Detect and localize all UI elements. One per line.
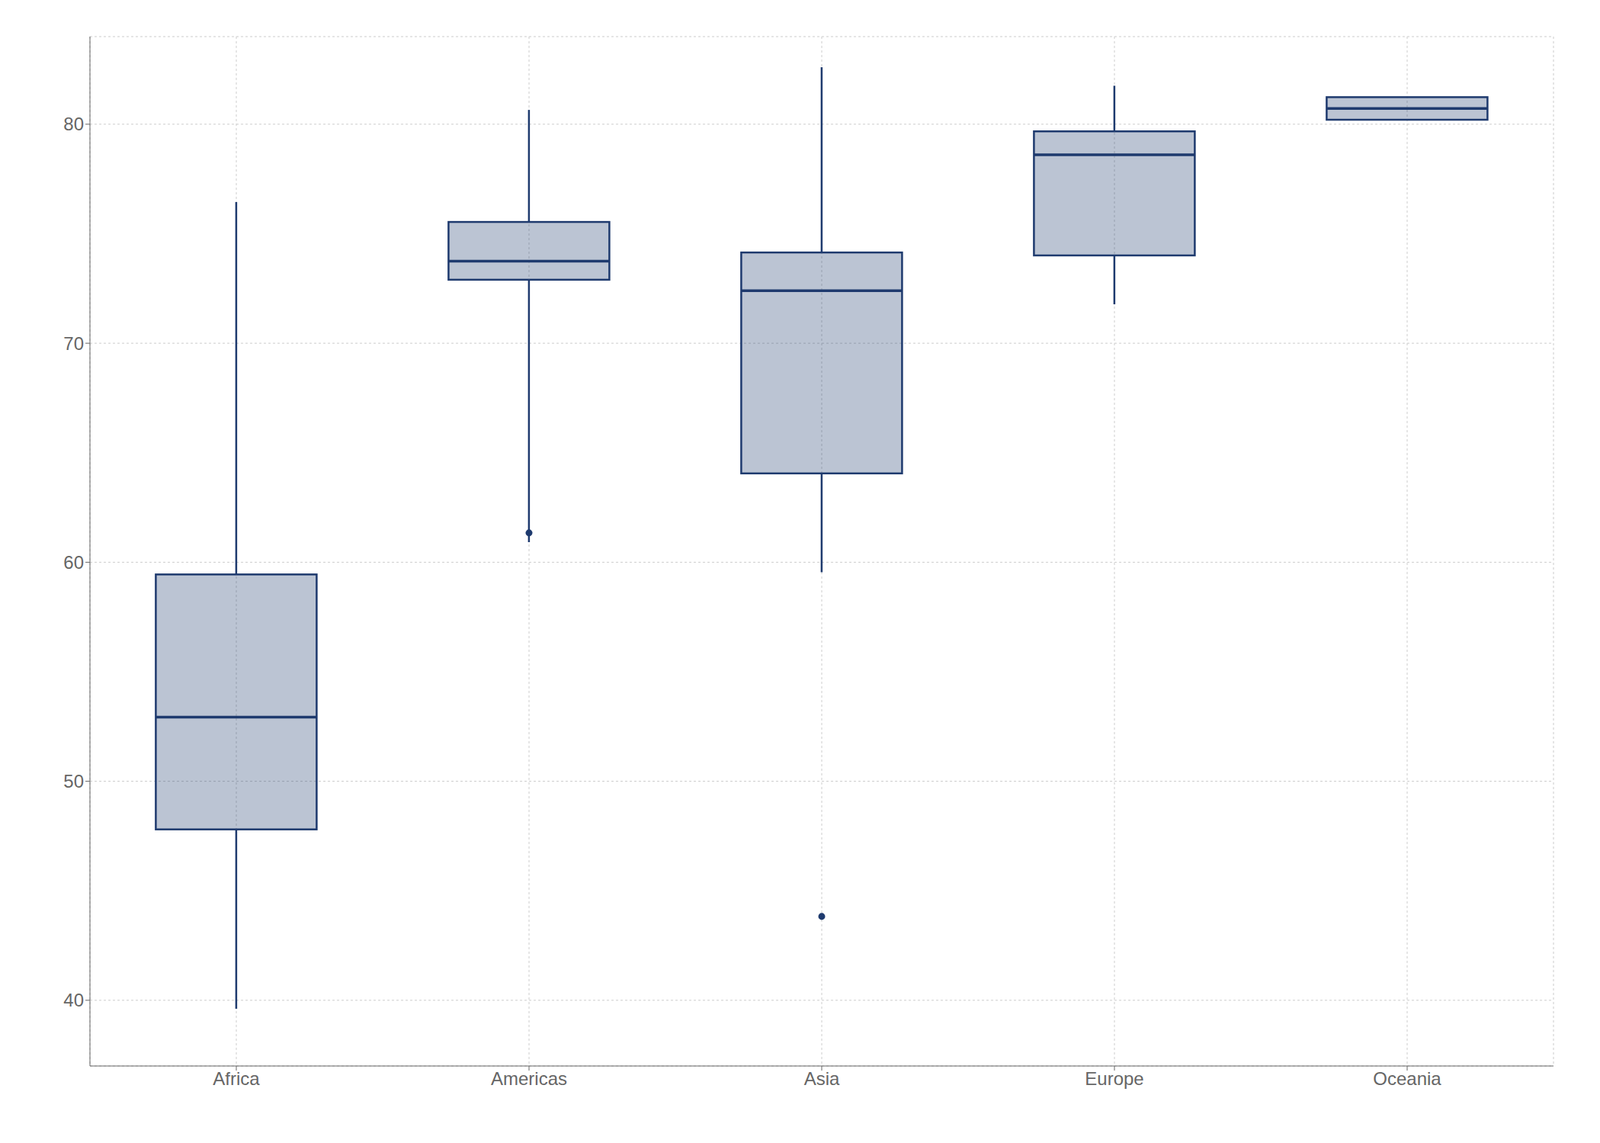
svg-text:80: 80 xyxy=(63,113,84,135)
svg-text:60: 60 xyxy=(63,551,84,573)
svg-text:Asia: Asia xyxy=(804,1067,841,1089)
svg-text:Europe: Europe xyxy=(1084,1067,1144,1089)
svg-text:Americas: Americas xyxy=(490,1067,568,1089)
svg-text:Africa: Africa xyxy=(212,1067,260,1089)
svg-text:50: 50 xyxy=(63,770,84,792)
svg-text:Oceania: Oceania xyxy=(1372,1067,1442,1089)
svg-text:40: 40 xyxy=(63,989,84,1011)
svg-text:70: 70 xyxy=(63,333,84,354)
